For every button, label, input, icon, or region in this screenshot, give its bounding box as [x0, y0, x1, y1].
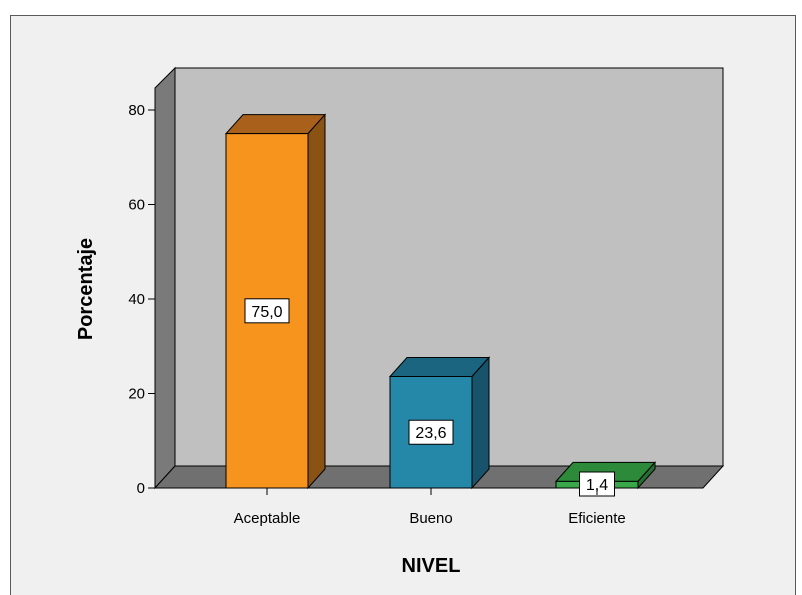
data-label-box — [244, 298, 290, 324]
chart-side-wall — [154, 66, 176, 490]
y-tick-label: 80 — [128, 102, 145, 119]
bar-bueno: 23,6 — [388, 356, 491, 490]
x-category-label: Eficiente — [568, 510, 626, 527]
y-tick-label: 0 — [137, 480, 145, 497]
x-axis-title: NIVEL — [402, 555, 461, 577]
data-label: 23,6 — [415, 425, 446, 442]
y-tick-label: 60 — [128, 197, 145, 214]
bar-side-face — [471, 356, 490, 490]
y-tick-label: 20 — [128, 386, 145, 403]
data-label: 75,0 — [251, 304, 282, 321]
bar-side-face — [307, 113, 326, 490]
x-category-label: Aceptable — [234, 510, 301, 527]
data-label: 1,4 — [586, 477, 608, 494]
data-label-box — [408, 419, 454, 445]
bar-eficiente: 1,4 — [554, 461, 657, 497]
x-category-label: Bueno — [409, 510, 452, 527]
y-axis-title: Porcentaje — [75, 238, 97, 340]
bar-aceptable: 75,0 — [224, 113, 327, 490]
y-tick-label: 40 — [128, 291, 145, 308]
